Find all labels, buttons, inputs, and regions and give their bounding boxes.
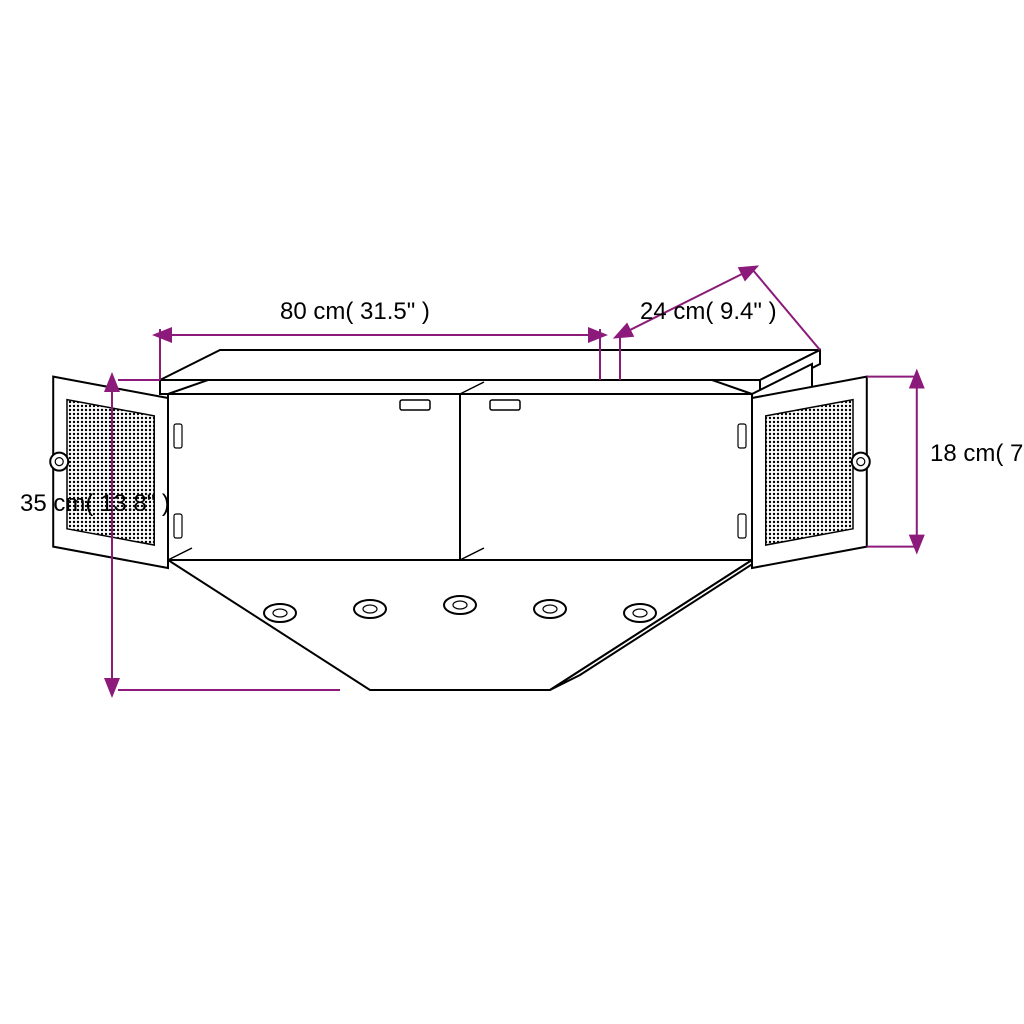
dim-door-label: 18 cm( 7.1" ) [930,440,1010,468]
left-door [50,377,168,568]
dim-height-label: 35 cm( 13.8" ) [20,490,100,518]
right-door [752,377,870,568]
dim-depth-label: 24 cm( 9.4" ) [640,298,777,326]
dim-width-label: 80 cm( 31.5" ) [280,298,430,326]
